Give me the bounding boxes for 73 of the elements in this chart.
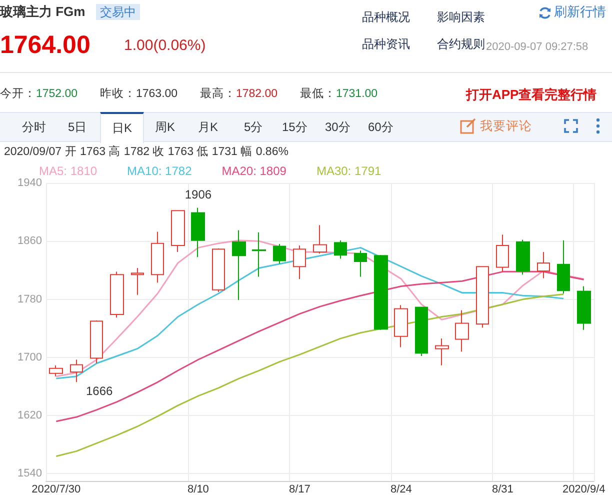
x-tick-label: 2020/9/4 [562,484,606,495]
candlestick [171,210,185,253]
y-tick-label: 1780 [18,293,42,306]
text: 影响因素 [437,10,485,24]
candlestick [110,271,124,318]
text: 打开APP查看完整行情 [466,87,597,103]
text: MA10: 1782 [127,164,192,178]
candlestick [191,207,205,258]
y-tick-label: 1860 [18,235,42,248]
candlestick [273,244,286,264]
text: 交易中 [96,4,140,20]
x-tick-label: 8/24 [390,484,412,495]
text: MA5: 1810 [39,164,98,178]
text: 60分 [368,120,394,134]
candlestick [394,304,408,348]
line-series [55,270,585,422]
text: 最低：1731.00 [300,88,378,102]
y-tick-label: 1620 [18,410,42,422]
y-tick-label: 1700 [18,351,42,364]
candlestick [435,338,449,366]
text: 品种概况 [362,10,410,24]
x-tick-label: 2020/7/30 [32,484,81,495]
text: 周K [155,120,176,134]
candlestick [151,231,164,284]
annotation: 1906 [184,188,212,202]
text: MA30: 1791 [316,164,382,178]
x-tick-label: 8/10 [188,484,209,495]
y-tick-label: 1940 [18,177,42,189]
y-tick-label: 1540 [18,468,42,480]
text: 分时 [22,120,46,134]
candlestick [537,252,550,279]
text: 1764.00 [0,30,90,60]
text: 日K [112,121,132,136]
text: 最高：1782.00 [200,88,278,102]
x-tick-label: 8/31 [492,484,514,495]
candlestick [131,268,144,296]
candlestick [415,306,428,356]
candlestick [293,245,306,280]
candlestick [374,254,388,330]
text: 5分 [244,120,263,134]
text: 2020/09/07 开 1763 高 1782 收 1763 低 1731 幅 0.86% [4,146,288,160]
candlestick [70,359,83,383]
candlestick [557,240,570,294]
chart-title: 玻璃主力 FGm [0,3,86,21]
text: 品种资讯 [362,37,410,52]
candlestick [232,230,246,301]
candlestick [90,320,103,364]
text: 30分 [325,120,350,134]
text: 今开：1752.00 [0,88,78,102]
text: 刷新行情 [554,4,606,20]
text: 5日 [68,120,87,134]
x-tick-label: 8/17 [288,484,310,495]
text: 昨收：1763.00 [100,88,178,102]
candlestick [496,234,509,272]
candlestick [313,224,327,254]
text: 2020-09-07 09:27:58 [486,41,588,54]
text: 15分 [282,120,308,134]
candlestick [49,364,63,377]
text: 我要评论 [480,119,532,134]
candlestick [212,248,225,293]
candlestick [476,266,489,328]
text: 合约规则 [437,37,485,52]
annotation: 1666 [86,384,113,398]
candlestick [577,286,591,330]
candlestick [354,250,367,278]
line-series [55,293,564,458]
candlestick [252,232,266,278]
candlestick [334,240,347,260]
candlestick [455,310,469,352]
candlestick [516,239,530,276]
text: MA20: 1809 [222,164,287,178]
text: 月K [198,120,218,134]
text: 1.00(0.06%) [124,37,206,55]
